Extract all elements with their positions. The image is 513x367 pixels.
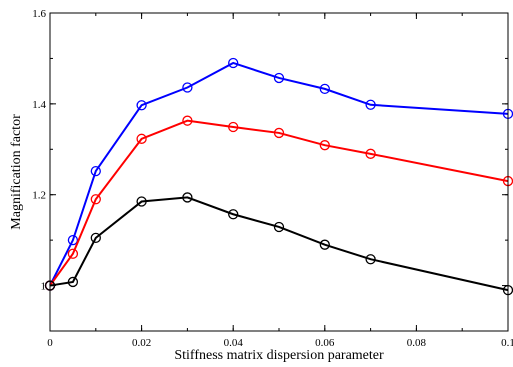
data-point-series-1 (67, 248, 79, 259)
data-point-series-2 (90, 232, 101, 244)
x-tick-label: 0.04 (224, 337, 244, 349)
data-point-series-0 (90, 165, 101, 177)
plot-frame (49, 12, 509, 332)
data-point-series-2 (182, 192, 193, 203)
data-point-series-2 (136, 196, 147, 207)
data-point-series-0 (319, 83, 330, 95)
data-point-series-2 (228, 209, 239, 220)
y-tick-label: 1.4 (32, 99, 46, 111)
series-line-1 (49, 119, 509, 287)
data-point-series-0 (182, 82, 193, 93)
data-point-series-1 (228, 121, 239, 133)
data-point-series-0 (273, 72, 285, 84)
data-point-series-2 (319, 239, 330, 250)
data-point-series-2 (365, 254, 376, 265)
data-point-series-1 (136, 133, 147, 144)
plot-series (44, 57, 513, 296)
data-point-series-0 (136, 100, 147, 111)
x-tick-label: 0.08 (407, 337, 427, 349)
data-point-series-1 (90, 194, 101, 205)
data-point-series-2 (273, 221, 285, 233)
data-point-series-1 (319, 140, 330, 151)
data-point-series-0 (228, 57, 239, 69)
series-line-2 (49, 196, 509, 292)
x-axis-ticks: 0 0.02 0.04 0.06 0.08 0.1 (47, 13, 513, 349)
x-tick-label: 0.1 (501, 337, 513, 349)
y-tick-label: 1.2 (32, 190, 46, 202)
x-tick-label: 0.06 (315, 337, 335, 349)
x-tick-label: 0.02 (132, 337, 151, 349)
data-point-series-1 (365, 148, 376, 159)
data-point-series-2 (67, 276, 79, 288)
x-tick-label: 0 (47, 337, 53, 349)
series-line-0 (49, 61, 509, 287)
data-point-series-1 (273, 127, 285, 139)
x-axis-title: Stiffness matrix dispersion parameter (174, 348, 384, 363)
y-tick-label: 1 (41, 281, 47, 293)
y-axis-title: Magnification factor (9, 114, 24, 230)
y-axis-ticks: 1 1.2 1.4 1.6 (32, 8, 508, 332)
data-point-series-0 (67, 234, 79, 246)
data-point-series-0 (365, 99, 376, 110)
y-tick-label: 1.6 (32, 8, 46, 20)
data-point-series-1 (182, 115, 193, 126)
